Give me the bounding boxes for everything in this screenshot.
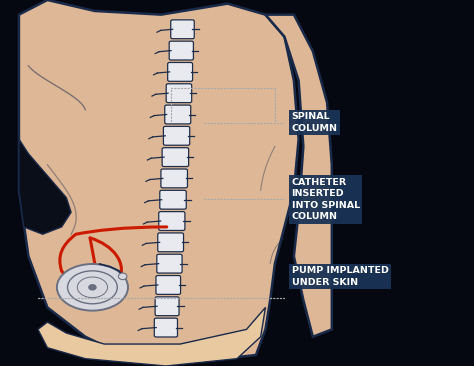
FancyBboxPatch shape xyxy=(168,63,192,81)
FancyBboxPatch shape xyxy=(162,148,189,167)
Circle shape xyxy=(118,273,127,280)
FancyBboxPatch shape xyxy=(161,169,187,188)
Circle shape xyxy=(88,284,97,291)
FancyBboxPatch shape xyxy=(164,126,190,145)
FancyBboxPatch shape xyxy=(158,233,183,252)
FancyBboxPatch shape xyxy=(169,41,193,60)
Text: PUMP IMPLANTED
UNDER SKIN: PUMP IMPLANTED UNDER SKIN xyxy=(292,266,388,287)
Polygon shape xyxy=(265,15,332,337)
FancyBboxPatch shape xyxy=(171,20,194,39)
Text: CATHETER
INSERTED
INTO SPINAL
COLUMN: CATHETER INSERTED INTO SPINAL COLUMN xyxy=(292,178,360,221)
Polygon shape xyxy=(19,0,299,362)
Ellipse shape xyxy=(57,264,128,311)
FancyBboxPatch shape xyxy=(155,297,179,316)
FancyBboxPatch shape xyxy=(155,318,177,337)
FancyBboxPatch shape xyxy=(165,105,191,124)
Text: SPINAL
COLUMN: SPINAL COLUMN xyxy=(292,112,337,133)
FancyBboxPatch shape xyxy=(156,276,181,294)
FancyBboxPatch shape xyxy=(157,254,182,273)
FancyBboxPatch shape xyxy=(160,190,186,209)
Polygon shape xyxy=(38,307,265,366)
Polygon shape xyxy=(19,139,71,234)
FancyBboxPatch shape xyxy=(166,84,191,102)
FancyBboxPatch shape xyxy=(159,212,185,231)
